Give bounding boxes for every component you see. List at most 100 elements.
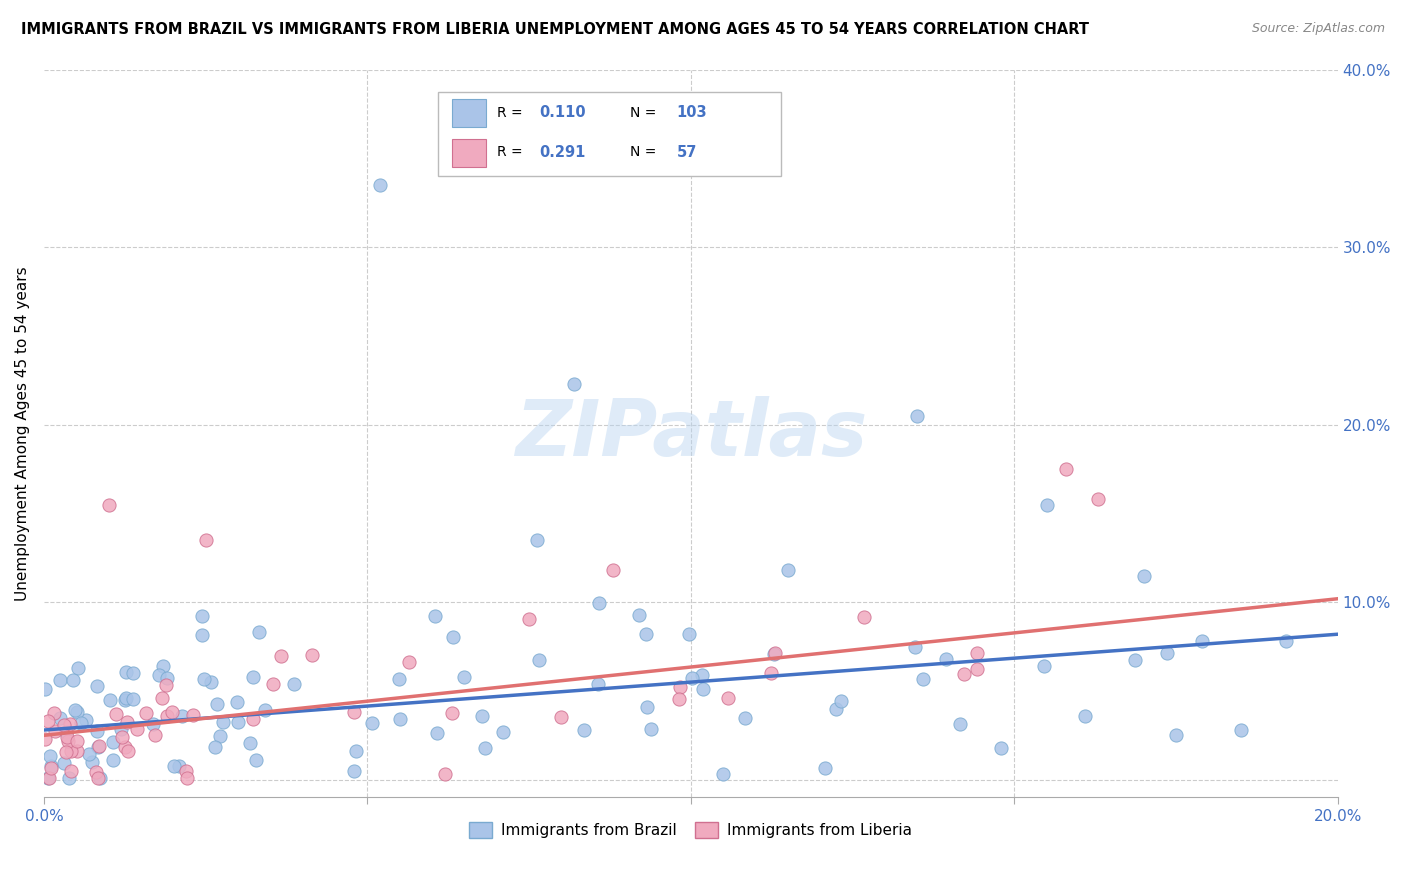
- Point: [34, 731, 56, 746]
- Point: [148, 668, 170, 682]
- Point: [48, 710, 70, 724]
- Point: [433, 767, 456, 781]
- Point: [527, 653, 550, 667]
- Point: [156, 708, 179, 723]
- Point: [360, 715, 382, 730]
- Point: [174, 764, 197, 778]
- Point: [588, 595, 610, 609]
- Point: [239, 736, 262, 750]
- Point: [242, 670, 264, 684]
- Point: [191, 628, 214, 642]
- Point: [89, 771, 111, 785]
- Point: [474, 741, 496, 756]
- Point: [247, 625, 270, 640]
- Point: [39, 759, 62, 773]
- Point: [52, 718, 75, 732]
- Point: [441, 630, 464, 644]
- Point: [830, 694, 852, 708]
- Point: [949, 717, 972, 731]
- Point: [935, 652, 957, 666]
- Point: [58, 771, 80, 785]
- Point: [270, 649, 292, 664]
- Point: [86, 724, 108, 739]
- Point: [115, 714, 138, 729]
- Point: [176, 771, 198, 785]
- Point: [388, 712, 411, 726]
- Point: [121, 665, 143, 680]
- Point: [111, 730, 134, 744]
- Point: [181, 708, 204, 723]
- Point: [492, 724, 515, 739]
- Point: [110, 722, 132, 736]
- Point: [690, 668, 713, 682]
- Point: [990, 740, 1012, 755]
- Point: [125, 723, 148, 737]
- Point: [628, 607, 651, 622]
- Point: [97, 498, 120, 512]
- Point: [717, 690, 740, 705]
- Y-axis label: Unemployment Among Ages 45 to 54 years: Unemployment Among Ages 45 to 54 years: [15, 267, 30, 601]
- Point: [55, 725, 77, 739]
- Point: [87, 739, 110, 753]
- Point: [692, 681, 714, 696]
- Point: [283, 677, 305, 691]
- Point: [562, 377, 585, 392]
- Point: [209, 729, 232, 743]
- Point: [343, 764, 366, 778]
- Point: [167, 759, 190, 773]
- Point: [904, 640, 927, 654]
- Point: [62, 673, 84, 687]
- Point: [155, 678, 177, 692]
- Point: [60, 744, 83, 758]
- Point: [301, 648, 323, 662]
- Point: [212, 715, 235, 730]
- Point: [37, 771, 59, 785]
- Point: [776, 563, 799, 577]
- Point: [193, 672, 215, 686]
- Point: [55, 745, 77, 759]
- Point: [440, 706, 463, 721]
- Point: [225, 695, 247, 709]
- Point: [42, 706, 65, 720]
- Point: [1275, 634, 1298, 648]
- Point: [204, 739, 226, 754]
- Point: [1229, 723, 1251, 737]
- Point: [155, 671, 177, 685]
- Point: [152, 659, 174, 673]
- Point: [103, 735, 125, 749]
- Point: [471, 709, 494, 723]
- Point: [75, 713, 97, 727]
- Point: [905, 409, 928, 423]
- Point: [114, 740, 136, 755]
- Point: [526, 533, 548, 548]
- Point: [912, 672, 935, 686]
- Point: [115, 665, 138, 680]
- Point: [668, 680, 690, 694]
- Point: [1123, 652, 1146, 666]
- Legend: Immigrants from Brazil, Immigrants from Liberia: Immigrants from Brazil, Immigrants from …: [463, 816, 918, 845]
- Point: [1164, 728, 1187, 742]
- Point: [67, 661, 90, 675]
- Point: [122, 691, 145, 706]
- Point: [49, 673, 72, 687]
- Point: [762, 648, 785, 662]
- Point: [550, 710, 572, 724]
- Point: [66, 744, 89, 758]
- Point: [245, 752, 267, 766]
- Point: [1191, 634, 1213, 648]
- Point: [759, 666, 782, 681]
- Point: [734, 711, 756, 725]
- Point: [190, 609, 212, 624]
- Point: [636, 627, 658, 641]
- Text: IMMIGRANTS FROM BRAZIL VS IMMIGRANTS FROM LIBERIA UNEMPLOYMENT AMONG AGES 45 TO : IMMIGRANTS FROM BRAZIL VS IMMIGRANTS FRO…: [21, 22, 1090, 37]
- Point: [1132, 568, 1154, 582]
- Point: [59, 717, 82, 731]
- Point: [344, 744, 367, 758]
- Point: [194, 533, 217, 548]
- Point: [160, 705, 183, 719]
- Point: [117, 744, 139, 758]
- Point: [56, 731, 79, 745]
- Point: [368, 178, 391, 193]
- Point: [640, 723, 662, 737]
- Point: [114, 693, 136, 707]
